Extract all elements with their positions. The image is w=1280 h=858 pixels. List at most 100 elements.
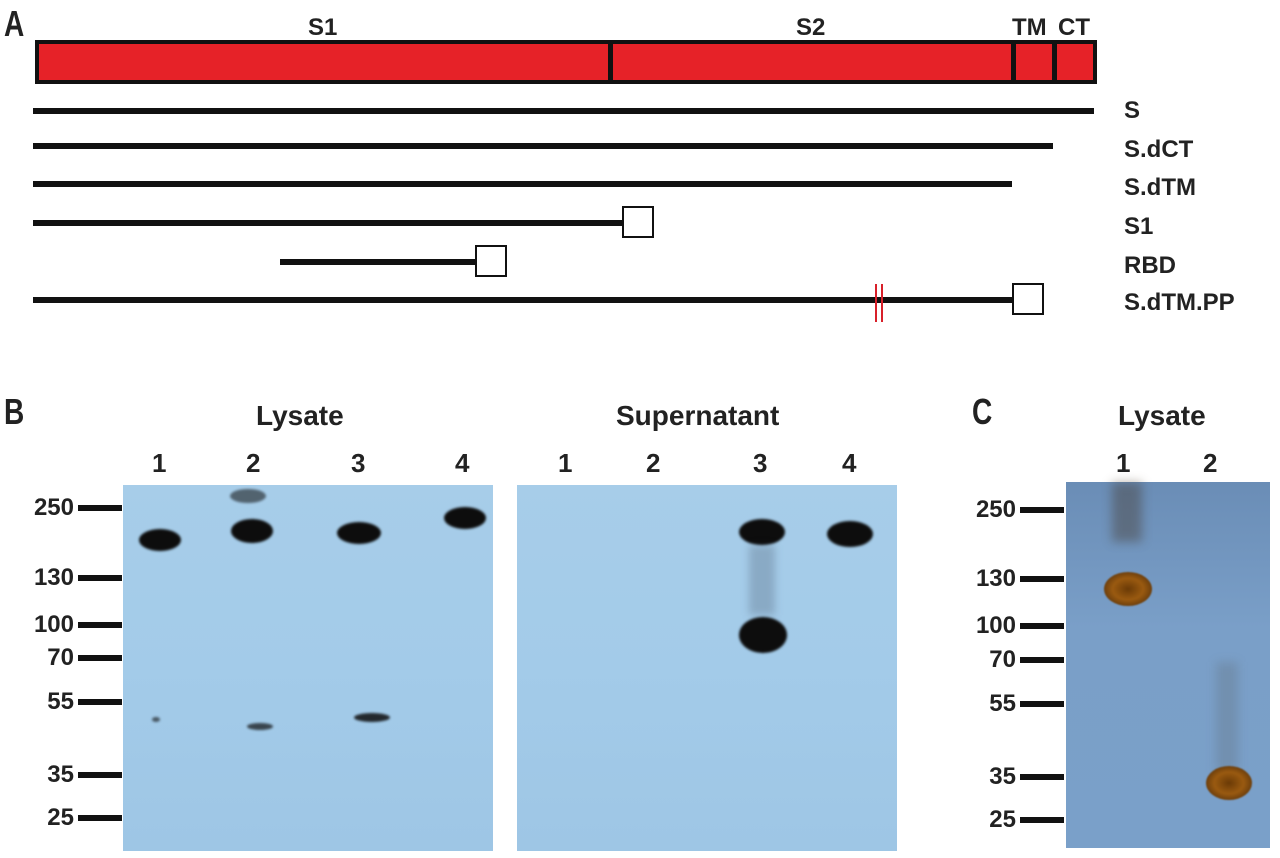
marker-c-25: 25 bbox=[964, 808, 1064, 832]
marker-b-25-label: 25 bbox=[47, 804, 74, 831]
supernatant-smear-lane3 bbox=[749, 545, 775, 615]
construct-label-s-dtm: S.dTM bbox=[1124, 174, 1196, 201]
marker-b-250: 250 bbox=[22, 496, 122, 520]
marker-c-70: 70 bbox=[964, 648, 1064, 672]
construct-label-s-dct: S.dCT bbox=[1124, 136, 1194, 163]
marker-c-25-label: 25 bbox=[989, 806, 1016, 833]
marker-c-55-tick bbox=[1020, 701, 1064, 707]
marker-b-70-tick bbox=[78, 655, 122, 661]
marker-b-130-tick bbox=[78, 575, 122, 581]
s1-s2-boundary bbox=[608, 40, 613, 84]
marker-c-250-label: 250 bbox=[975, 496, 1016, 523]
construct-tag-s-dtm-pp bbox=[1012, 283, 1044, 315]
panel-c-blot bbox=[1066, 482, 1270, 848]
domain-label-s2: S2 bbox=[796, 14, 826, 41]
marker-b-25-tick bbox=[78, 815, 122, 821]
proline-mutation-mark-2 bbox=[881, 284, 883, 322]
construct-line-s-dtm-pp bbox=[33, 297, 1013, 303]
marker-c-55: 55 bbox=[964, 692, 1064, 716]
lysate-faint-band-lane2 bbox=[247, 723, 273, 730]
construct-label-s1: S1 bbox=[1124, 213, 1154, 240]
lysate-faint-band-lane3 bbox=[354, 713, 390, 722]
marker-b-70-label: 70 bbox=[47, 644, 74, 671]
marker-c-100-label: 100 bbox=[975, 612, 1016, 639]
marker-c-100: 100 bbox=[964, 614, 1064, 638]
lysate-band-lane3 bbox=[337, 522, 381, 544]
marker-b-130: 130 bbox=[22, 566, 122, 590]
marker-c-55-label: 55 bbox=[989, 690, 1016, 717]
supernatant-lane-3: 3 bbox=[753, 448, 768, 478]
lysate-blot-title: Lysate bbox=[256, 400, 344, 431]
lysate-blot bbox=[123, 485, 493, 851]
lysate-lane-4: 4 bbox=[455, 448, 470, 478]
panel-b-letter: B bbox=[4, 391, 25, 432]
marker-b-35-tick bbox=[78, 772, 122, 778]
panel-c-band-lane1 bbox=[1104, 572, 1152, 606]
marker-b-100-tick bbox=[78, 622, 122, 628]
construct-line-s-dct bbox=[33, 143, 1053, 149]
marker-b-250-tick bbox=[78, 505, 122, 511]
marker-c-250-tick bbox=[1020, 507, 1064, 513]
tm-ct-boundary bbox=[1052, 40, 1057, 84]
lysate-speck-lane1 bbox=[152, 717, 160, 722]
panel-c-band-lane2 bbox=[1206, 766, 1252, 800]
construct-line-rbd bbox=[280, 259, 476, 265]
marker-c-35: 35 bbox=[964, 765, 1064, 789]
domain-label-ct: CT bbox=[1058, 14, 1090, 41]
marker-c-250: 250 bbox=[964, 498, 1064, 522]
lysate-band-lane2 bbox=[231, 519, 273, 543]
marker-c-70-label: 70 bbox=[989, 646, 1016, 673]
construct-tag-rbd bbox=[475, 245, 507, 277]
panel-c-smear-lane2 bbox=[1216, 662, 1238, 772]
marker-c-35-tick bbox=[1020, 774, 1064, 780]
panel-c-lane-2: 2 bbox=[1203, 448, 1218, 478]
lysate-lane-1: 1 bbox=[152, 448, 167, 478]
supernatant-blot-title: Supernatant bbox=[616, 400, 780, 431]
s2-tm-boundary bbox=[1011, 40, 1016, 84]
domain-label-s1: S1 bbox=[308, 14, 338, 41]
lysate-lane-3: 3 bbox=[351, 448, 366, 478]
lysate-lane-2: 2 bbox=[246, 448, 261, 478]
marker-b-25: 25 bbox=[22, 806, 122, 830]
construct-line-s1 bbox=[33, 220, 623, 226]
spike-protein-domain-bar bbox=[35, 40, 1097, 84]
marker-c-130: 130 bbox=[964, 567, 1064, 591]
panel-c-letter: C bbox=[972, 391, 993, 432]
supernatant-band-lane4 bbox=[827, 521, 873, 547]
panel-c-lane-1: 1 bbox=[1116, 448, 1131, 478]
marker-c-35-label: 35 bbox=[989, 763, 1016, 790]
lysate-band-lane1 bbox=[139, 529, 181, 551]
construct-label-s-dtm-pp: S.dTM.PP bbox=[1124, 289, 1235, 316]
marker-b-35-label: 35 bbox=[47, 761, 74, 788]
supernatant-lane-4: 4 bbox=[842, 448, 857, 478]
marker-b-55-label: 55 bbox=[47, 688, 74, 715]
construct-line-s-dtm bbox=[33, 181, 1012, 187]
panel-c-smear-lane1 bbox=[1112, 482, 1142, 542]
supernatant-lane-2: 2 bbox=[646, 448, 661, 478]
panel-c-lysate-title: Lysate bbox=[1118, 400, 1206, 431]
marker-c-25-tick bbox=[1020, 817, 1064, 823]
proline-mutation-mark-1 bbox=[875, 284, 877, 322]
construct-label-s: S bbox=[1124, 97, 1141, 124]
marker-b-100: 100 bbox=[22, 613, 122, 637]
marker-c-130-label: 130 bbox=[975, 565, 1016, 592]
marker-b-130-label: 130 bbox=[33, 564, 74, 591]
marker-b-100-label: 100 bbox=[33, 611, 74, 638]
marker-b-55: 55 bbox=[22, 690, 122, 714]
panel-a-letter: A bbox=[4, 3, 25, 44]
marker-b-250-label: 250 bbox=[33, 494, 74, 521]
marker-b-55-tick bbox=[78, 699, 122, 705]
construct-label-rbd: RBD bbox=[1124, 252, 1176, 279]
lysate-band-lane2-high bbox=[230, 489, 266, 503]
marker-b-70: 70 bbox=[22, 646, 122, 670]
marker-c-100-tick bbox=[1020, 623, 1064, 629]
construct-tag-s1 bbox=[622, 206, 654, 238]
marker-c-70-tick bbox=[1020, 657, 1064, 663]
construct-line-s bbox=[33, 108, 1094, 114]
domain-label-tm: TM bbox=[1012, 14, 1047, 41]
supernatant-lane-1: 1 bbox=[558, 448, 573, 478]
supernatant-band-lane3 bbox=[739, 519, 785, 545]
marker-c-130-tick bbox=[1020, 576, 1064, 582]
marker-b-35: 35 bbox=[22, 763, 122, 787]
lysate-band-lane4 bbox=[444, 507, 486, 529]
